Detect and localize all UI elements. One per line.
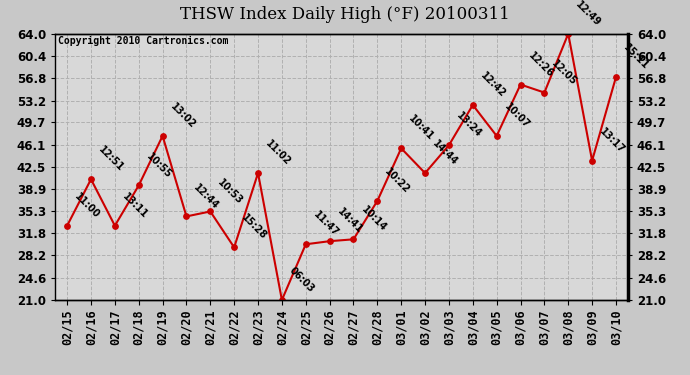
Point: [181, 213, 192, 219]
Point: [539, 90, 550, 96]
Point: [467, 102, 478, 108]
Text: 13:11: 13:11: [121, 191, 150, 220]
Text: THSW Index Daily High (°F) 20100311: THSW Index Daily High (°F) 20100311: [180, 6, 510, 22]
Point: [395, 145, 406, 151]
Text: Copyright 2010 Cartronics.com: Copyright 2010 Cartronics.com: [58, 36, 228, 46]
Text: 11:02: 11:02: [264, 138, 293, 168]
Point: [563, 31, 574, 37]
Point: [61, 223, 72, 229]
Text: 13:02: 13:02: [168, 101, 197, 130]
Text: 11:47: 11:47: [311, 210, 340, 239]
Text: 12:26: 12:26: [526, 50, 555, 79]
Text: 06:03: 06:03: [288, 266, 317, 294]
Text: 12:05: 12:05: [550, 58, 579, 87]
Text: 10:14: 10:14: [359, 205, 388, 234]
Text: 10:07: 10:07: [502, 101, 531, 130]
Point: [611, 74, 622, 80]
Point: [372, 198, 383, 204]
Point: [586, 158, 598, 164]
Text: 10:22: 10:22: [383, 166, 412, 195]
Text: 12:49: 12:49: [574, 0, 603, 28]
Point: [157, 133, 168, 139]
Point: [324, 238, 335, 244]
Point: [133, 183, 144, 189]
Point: [228, 244, 239, 250]
Point: [86, 176, 97, 182]
Point: [205, 209, 216, 214]
Text: 10:55: 10:55: [144, 151, 173, 180]
Text: 15:28: 15:28: [239, 213, 269, 242]
Point: [491, 133, 502, 139]
Point: [253, 170, 264, 176]
Text: 11:00: 11:00: [72, 191, 101, 220]
Point: [420, 170, 431, 176]
Text: 12:44: 12:44: [192, 182, 221, 211]
Text: 13:24: 13:24: [455, 111, 484, 140]
Text: 14:41: 14:41: [335, 207, 364, 236]
Text: 13:17: 13:17: [598, 126, 627, 155]
Point: [515, 81, 526, 87]
Point: [109, 223, 120, 229]
Point: [300, 241, 311, 247]
Text: 10:41: 10:41: [407, 114, 436, 143]
Text: 15:11: 15:11: [622, 42, 651, 72]
Text: 10:53: 10:53: [216, 177, 245, 206]
Point: [277, 297, 288, 303]
Point: [444, 142, 455, 148]
Text: 12:51: 12:51: [97, 145, 126, 174]
Text: 14:44: 14:44: [431, 138, 460, 168]
Text: 12:42: 12:42: [478, 70, 507, 99]
Point: [348, 236, 359, 242]
